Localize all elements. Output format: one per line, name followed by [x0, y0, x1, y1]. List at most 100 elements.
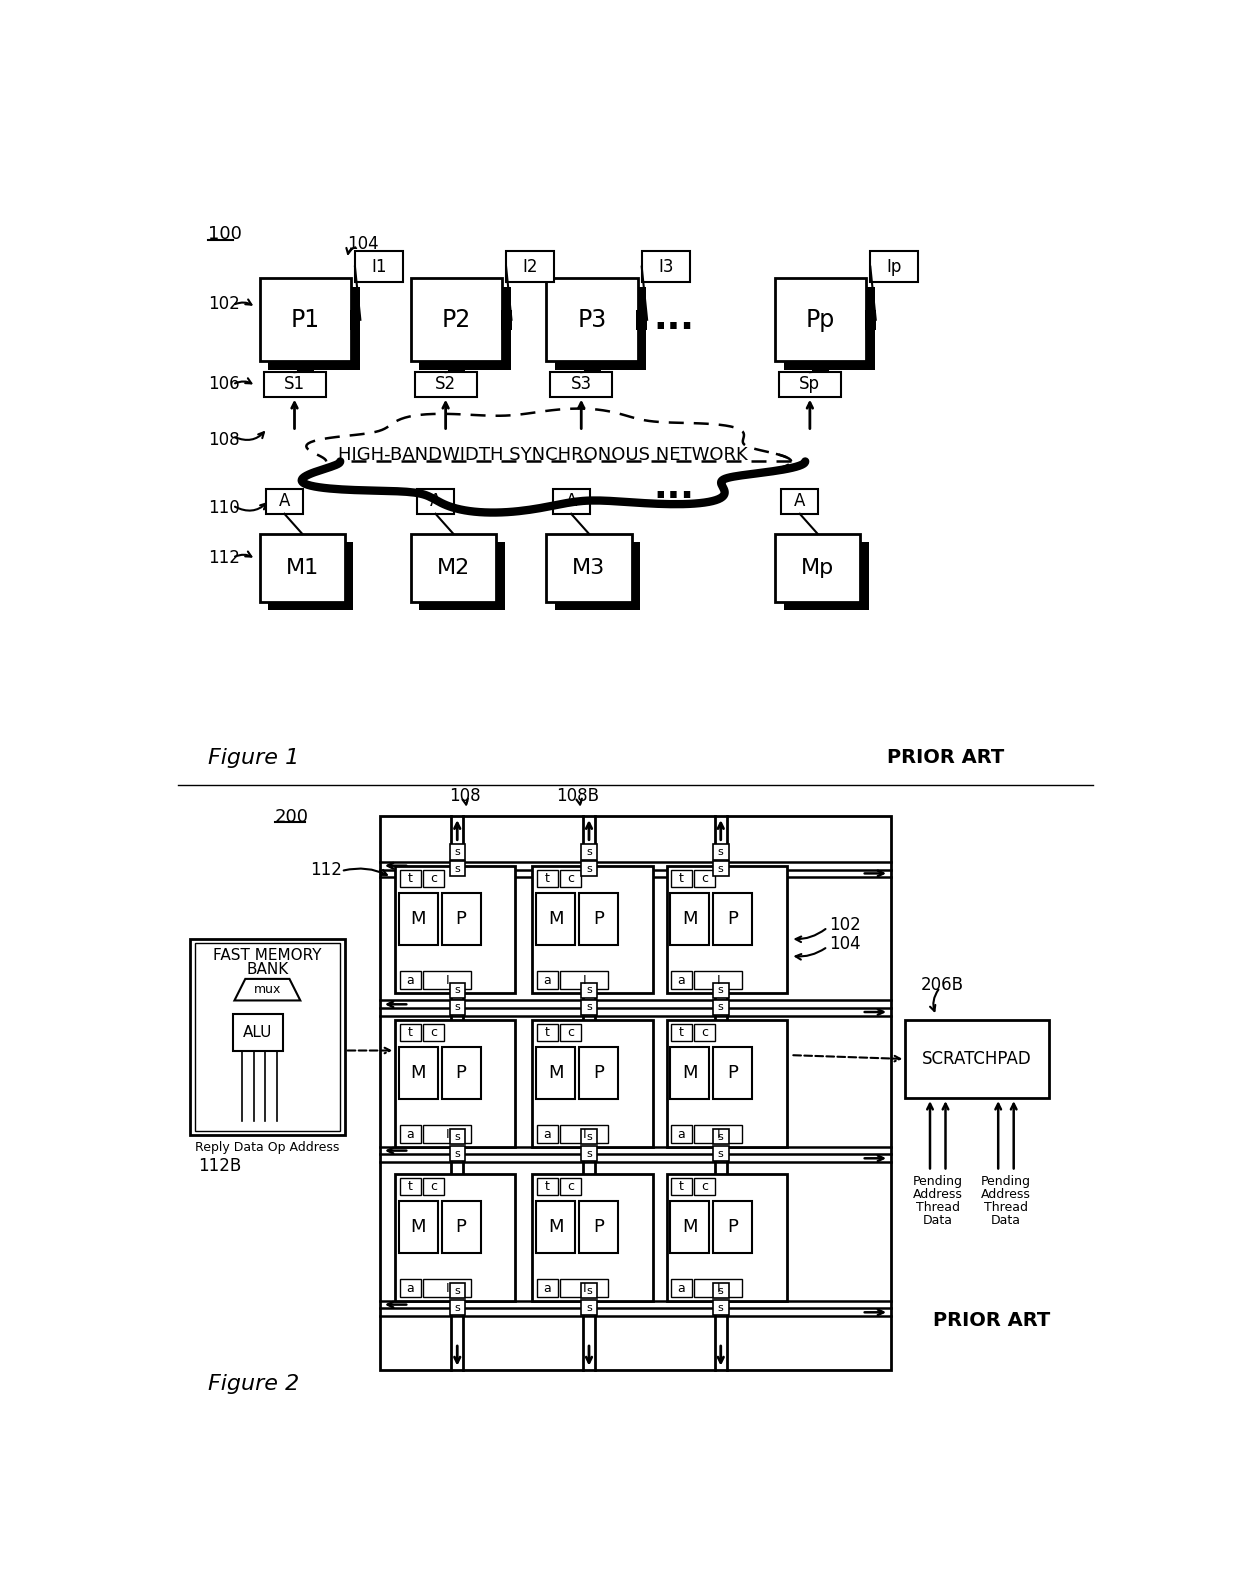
Text: FAST MEMORY: FAST MEMORY [213, 948, 321, 963]
Text: a: a [678, 1127, 686, 1141]
Ellipse shape [310, 403, 775, 519]
Bar [537, 971, 558, 988]
Text: Thread: Thread [916, 1201, 960, 1214]
Bar [449, 861, 465, 877]
Text: M: M [548, 1064, 563, 1081]
Bar [396, 1020, 516, 1147]
Text: c: c [567, 1026, 574, 1039]
Text: s: s [587, 985, 591, 995]
Bar [268, 286, 360, 370]
Bar [713, 1300, 729, 1316]
Text: a: a [543, 1127, 552, 1141]
Text: I1: I1 [371, 258, 387, 275]
Text: Figure 1: Figure 1 [207, 748, 299, 768]
Bar [667, 866, 786, 993]
Text: I: I [583, 1127, 587, 1141]
Bar [536, 1201, 575, 1253]
Text: M: M [682, 1218, 697, 1236]
Text: M2: M2 [436, 557, 470, 578]
Text: c: c [430, 1026, 438, 1039]
Bar [441, 1201, 481, 1253]
Text: t: t [546, 1026, 551, 1039]
Text: s: s [718, 1003, 724, 1012]
Text: 108: 108 [449, 787, 481, 804]
Text: t: t [680, 1026, 684, 1039]
Text: c: c [702, 1180, 708, 1193]
Text: c: c [430, 1180, 438, 1193]
Bar [263, 371, 325, 397]
Bar [423, 971, 471, 988]
Bar [532, 866, 652, 993]
Bar [694, 1280, 743, 1297]
Bar [671, 892, 709, 944]
Bar [671, 1047, 709, 1099]
Text: s: s [718, 1303, 724, 1313]
Bar [195, 943, 340, 1130]
Text: mux: mux [254, 984, 281, 996]
Text: P3: P3 [578, 309, 606, 332]
Text: M: M [410, 1064, 427, 1081]
Bar [694, 1177, 715, 1195]
Text: M: M [410, 1218, 427, 1236]
Bar [713, 982, 729, 998]
Bar [259, 279, 351, 362]
Text: 112B: 112B [197, 1157, 241, 1176]
Bar [582, 1129, 596, 1144]
Bar [560, 1280, 609, 1297]
Text: ...: ... [653, 471, 694, 505]
Text: 110: 110 [207, 499, 239, 516]
Bar [396, 866, 516, 993]
Text: t: t [408, 872, 413, 885]
Text: P: P [593, 1064, 604, 1081]
Text: 206B: 206B [920, 976, 963, 995]
Text: s: s [454, 1003, 460, 1012]
Bar [537, 1177, 558, 1195]
Text: Ip: Ip [887, 258, 901, 275]
Text: 108B: 108B [556, 787, 599, 804]
Text: M: M [682, 910, 697, 927]
Bar [449, 1146, 465, 1162]
Text: M3: M3 [573, 557, 605, 578]
Text: P: P [727, 1064, 738, 1081]
Text: P: P [727, 910, 738, 927]
Bar [268, 543, 353, 611]
Bar [441, 892, 481, 944]
Text: s: s [718, 864, 724, 874]
Text: I: I [445, 1281, 449, 1294]
Text: 104: 104 [347, 235, 379, 252]
Bar [449, 1283, 465, 1299]
Text: c: c [567, 872, 574, 885]
Text: ...: ... [653, 302, 694, 335]
Text: A: A [430, 493, 441, 510]
Text: M: M [682, 1064, 697, 1081]
Text: I: I [717, 1127, 720, 1141]
Bar [399, 971, 420, 988]
Text: A: A [279, 493, 290, 510]
Bar [642, 252, 689, 282]
Text: I: I [445, 974, 449, 987]
Text: S3: S3 [570, 376, 591, 394]
Text: 112: 112 [207, 549, 239, 567]
Bar [537, 869, 558, 888]
Text: s: s [587, 1303, 591, 1313]
Text: Sp: Sp [800, 376, 821, 394]
Bar [423, 1177, 444, 1195]
Bar [399, 1023, 420, 1042]
Text: Pending: Pending [981, 1174, 1030, 1188]
Bar [713, 1047, 751, 1099]
Bar [582, 1300, 596, 1316]
Bar [779, 371, 841, 397]
Bar [419, 543, 505, 611]
Bar [449, 999, 465, 1015]
Text: 200: 200 [275, 807, 309, 826]
Bar [812, 360, 830, 371]
Bar [870, 252, 919, 282]
Text: t: t [408, 1026, 413, 1039]
Text: a: a [543, 1281, 552, 1294]
Bar [579, 1047, 618, 1099]
Text: s: s [454, 864, 460, 874]
Text: HIGH-BANDWIDTH SYNCHRONOUS NETWORK: HIGH-BANDWIDTH SYNCHRONOUS NETWORK [337, 447, 748, 464]
Text: t: t [546, 872, 551, 885]
Text: Pending: Pending [913, 1174, 962, 1188]
Bar [536, 892, 575, 944]
